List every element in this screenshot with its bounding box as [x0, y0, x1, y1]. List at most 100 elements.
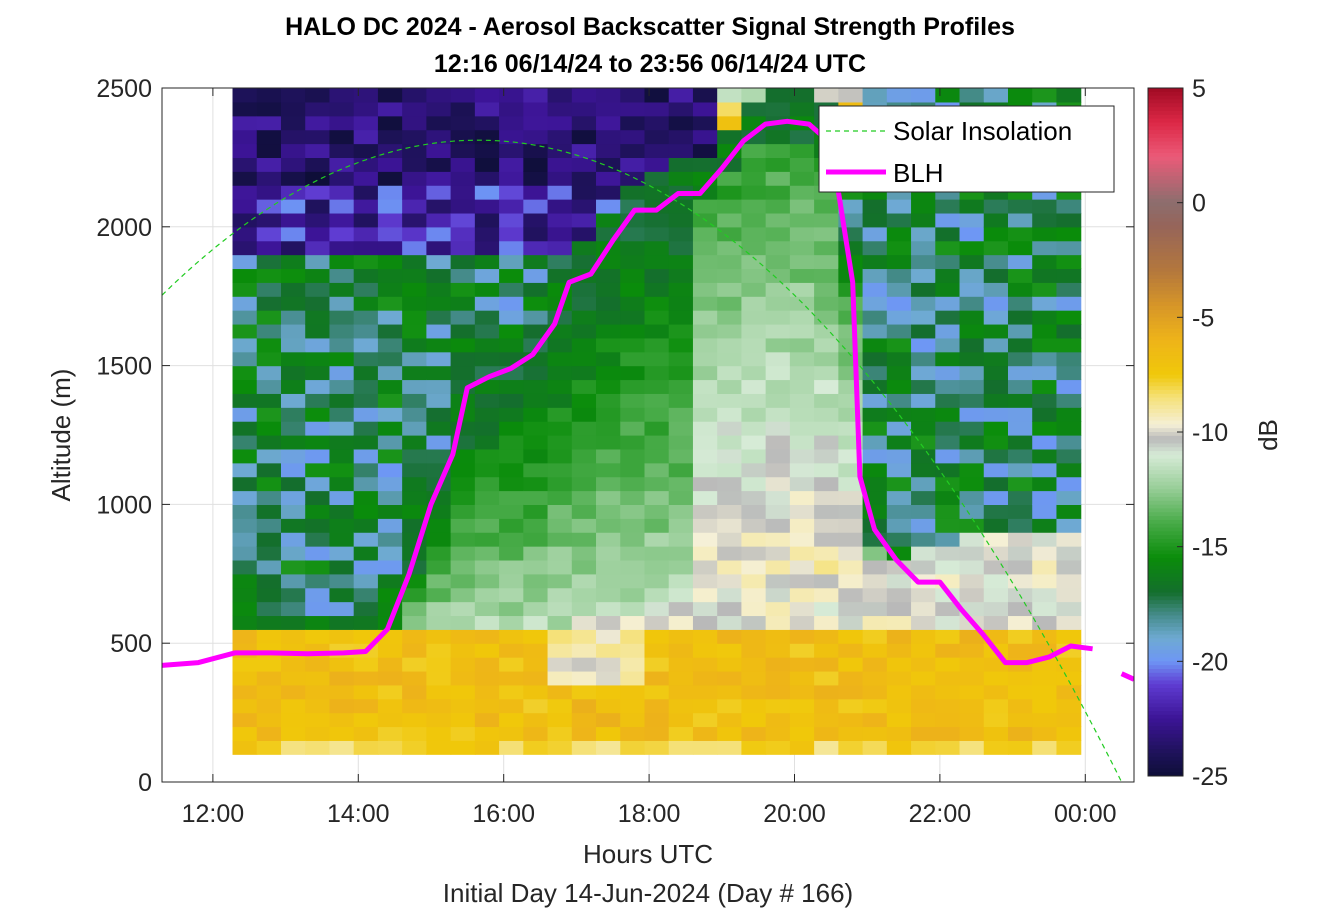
heatmap-cell: [426, 643, 452, 658]
heatmap-cell: [959, 532, 985, 547]
heatmap-cell: [620, 462, 646, 478]
heatmap-cell: [523, 532, 549, 547]
colorbar-step: [1148, 382, 1183, 387]
heatmap-cell: [232, 310, 258, 325]
heatmap-cell: [838, 740, 864, 755]
heatmap-cell: [523, 601, 549, 617]
heatmap-cell: [668, 421, 694, 436]
heatmap-cell: [571, 518, 597, 533]
colorbar-step: [1148, 252, 1183, 257]
heatmap-cell: [741, 296, 767, 311]
heatmap-cell: [838, 629, 864, 644]
colorbar-step: [1148, 118, 1183, 123]
heatmap-cell: [983, 587, 1009, 603]
heatmap-cell: [717, 323, 743, 339]
heatmap-cell: [596, 421, 621, 436]
heatmap-cell: [1007, 462, 1033, 478]
heatmap-cell: [547, 740, 573, 755]
heatmap-cell: [305, 171, 331, 186]
heatmap-cell: [547, 157, 573, 172]
heatmap-cell: [911, 629, 936, 644]
heatmap-cell: [983, 365, 1009, 381]
heatmap-cell: [256, 101, 282, 117]
heatmap-cell: [377, 448, 403, 464]
heatmap-cell: [838, 684, 864, 700]
heatmap-cell: [789, 462, 815, 478]
x-tick-label: 16:00: [472, 800, 535, 828]
heatmap-cell: [983, 504, 1009, 519]
heatmap-cell: [353, 490, 379, 505]
heatmap-cell: [838, 657, 864, 672]
heatmap-cell: [402, 157, 427, 172]
heatmap-cell: [814, 199, 839, 214]
heatmap-cell: [402, 462, 427, 478]
heatmap-cell: [644, 226, 670, 242]
heatmap-cell: [765, 310, 791, 325]
heatmap-cell: [959, 240, 985, 256]
heatmap-cell: [232, 546, 258, 561]
heatmap-cell: [668, 310, 694, 325]
heatmap-cell: [692, 393, 718, 408]
heatmap-cell: [1056, 532, 1082, 547]
heatmap-cell: [692, 559, 718, 575]
heatmap-cell: [959, 546, 985, 561]
heatmap-cell: [959, 226, 985, 242]
heatmap-cell: [692, 323, 718, 339]
heatmap-cell: [935, 504, 961, 519]
heatmap-cell: [959, 365, 985, 381]
heatmap-cell: [523, 88, 549, 103]
heatmap-cell: [547, 504, 573, 519]
heatmap-cell: [935, 518, 961, 533]
heatmap-cell: [765, 587, 791, 603]
colorbar-tick-label: -25: [1192, 763, 1228, 791]
heatmap-cell: [450, 726, 476, 741]
heatmap-cell: [377, 143, 403, 158]
colorbar-step: [1148, 481, 1183, 487]
heatmap-cell: [474, 199, 500, 214]
heatmap-cell: [862, 310, 888, 325]
heatmap-cell: [765, 684, 791, 700]
heatmap-cell: [1007, 351, 1033, 367]
heatmap-cell: [862, 559, 888, 575]
heatmap-cell: [377, 726, 403, 741]
heatmap-cell: [499, 296, 524, 311]
chart-subtitle: 12:16 06/14/24 to 23:56 06/14/24 UTC: [434, 50, 866, 78]
heatmap-cell: [668, 670, 694, 686]
heatmap-cell: [1032, 573, 1058, 589]
heatmap-cell: [280, 226, 306, 242]
heatmap-cell: [402, 712, 427, 728]
heatmap-cell: [596, 476, 621, 492]
heatmap-cell: [232, 157, 258, 172]
heatmap-cell: [814, 337, 839, 353]
heatmap-cell: [959, 657, 985, 672]
heatmap-cell: [426, 657, 452, 672]
colorbar-step: [1148, 294, 1183, 299]
heatmap-cell: [959, 435, 985, 450]
heatmap-cell: [353, 670, 379, 686]
heatmap-cell: [1007, 421, 1033, 436]
heatmap-cell: [1032, 504, 1058, 519]
heatmap-cell: [1032, 698, 1058, 714]
heatmap-cell: [765, 740, 791, 755]
heatmap-cell: [911, 421, 936, 436]
heatmap-cell: [838, 379, 864, 394]
heatmap-cell: [547, 101, 573, 117]
heatmap-cell: [862, 657, 888, 672]
heatmap-cell: [402, 448, 427, 464]
heatmap-cell: [523, 684, 549, 700]
heatmap-cell: [644, 171, 670, 186]
heatmap-cell: [474, 573, 500, 589]
heatmap-cell: [353, 129, 379, 145]
heatmap-cell: [426, 351, 452, 367]
colorbar-step: [1148, 130, 1183, 135]
heatmap-cell: [571, 337, 597, 353]
heatmap-cell: [256, 157, 282, 172]
heatmap-cell: [353, 629, 379, 644]
heatmap-cell: [305, 226, 331, 242]
heatmap-cell: [717, 573, 743, 589]
heatmap-cell: [959, 282, 985, 297]
heatmap-cell: [765, 226, 791, 242]
heatmap-cell: [886, 573, 912, 589]
heatmap-cell: [523, 323, 549, 339]
heatmap-cell: [329, 490, 355, 505]
